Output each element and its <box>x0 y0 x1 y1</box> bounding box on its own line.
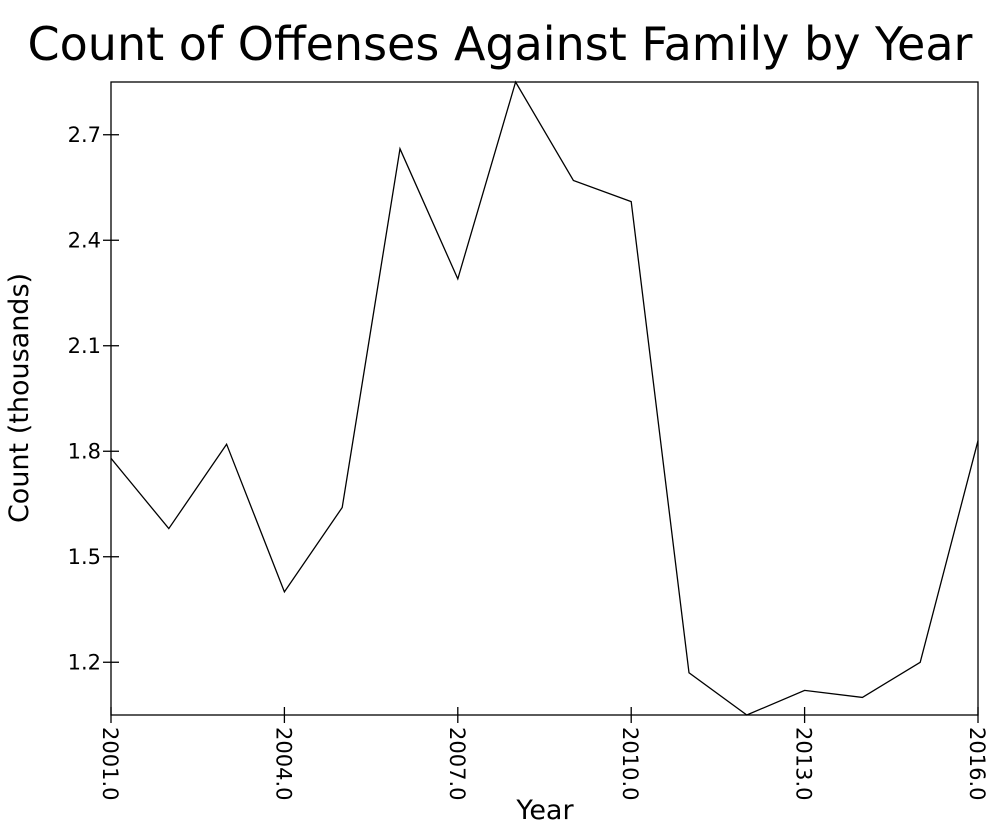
y-tick-label: 1.2 <box>68 650 101 674</box>
x-tick-label: 2010.0 <box>618 727 642 800</box>
y-axis-label: Count (thousands) <box>4 273 35 523</box>
x-axis: 2001.0 2004.0 2007.0 2010.0 2013.0 2016.0 <box>98 707 989 800</box>
x-tick-label: 2001.0 <box>98 727 122 800</box>
x-tick-label: 2016.0 <box>965 727 989 800</box>
x-axis-label: Year <box>515 795 574 826</box>
y-tick-label: 1.8 <box>68 439 101 463</box>
x-tick-label: 2013.0 <box>792 727 816 800</box>
x-tick-label: 2004.0 <box>271 727 295 800</box>
plot-area <box>110 81 979 716</box>
x-tick-label: 2007.0 <box>445 727 469 800</box>
y-axis: 1.2 1.5 1.8 2.1 2.4 2.7 <box>68 123 119 674</box>
y-tick-label: 1.5 <box>68 545 101 569</box>
y-tick-label: 2.4 <box>68 228 101 252</box>
y-tick-label: 2.1 <box>68 334 101 358</box>
chart-title: Count of Offenses Against Family by Year <box>28 17 973 71</box>
series-line <box>110 80 979 716</box>
y-tick-label: 2.7 <box>68 123 101 147</box>
